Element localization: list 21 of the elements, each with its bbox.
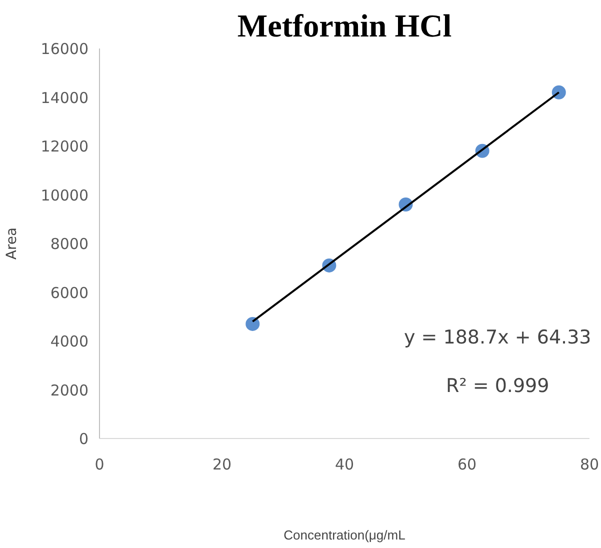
y-tick-label: 12000: [40, 138, 88, 156]
point: [246, 316, 260, 331]
y-tick-label: 4000: [50, 332, 89, 350]
annotation: y = 188.7x + 64.33: [404, 326, 592, 348]
y-tick-label: 16000: [40, 40, 88, 58]
y-tick-label: 14000: [40, 88, 88, 107]
y-axis-title: Area: [4, 227, 20, 260]
annotation: R² = 0.999: [446, 375, 550, 398]
point: [552, 85, 566, 100]
x-tick-label: 40: [334, 456, 354, 474]
x-axis-title: Concentration(μg/mL: [284, 528, 406, 542]
y-tick-label: 10000: [40, 186, 88, 204]
x-tick-label: 80: [580, 456, 600, 474]
x-tick-label: 20: [212, 456, 232, 474]
y-tick-label: 6000: [50, 284, 89, 302]
x-tick-label: 60: [457, 456, 477, 474]
y-tick-label: 0: [78, 430, 89, 448]
chart-title: Metformin HCl: [237, 8, 452, 44]
y-tick-label: 2000: [50, 381, 89, 400]
y-tick-label: 8000: [50, 235, 89, 253]
x-tick-label: 0: [94, 456, 104, 474]
